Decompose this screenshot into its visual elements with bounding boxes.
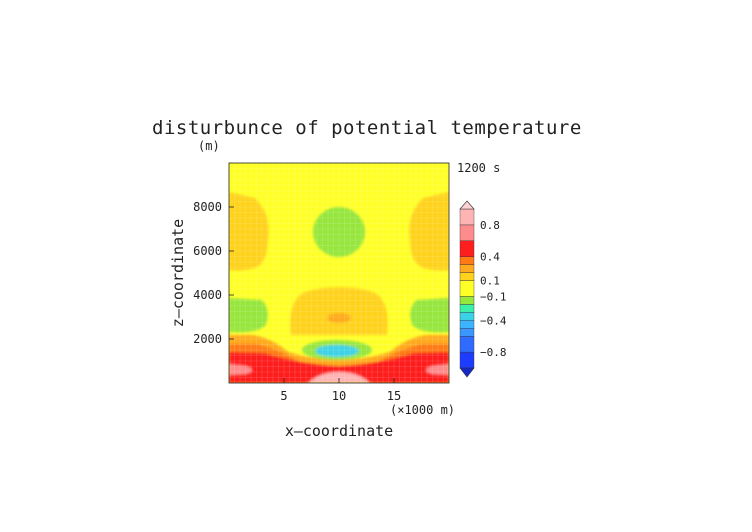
colorbar-segment bbox=[459, 280, 475, 297]
colorbar-segment bbox=[459, 208, 475, 226]
colorbar-segment bbox=[459, 312, 475, 321]
colorbar-label: −0.8 bbox=[480, 346, 507, 359]
y-axis: 2000 4000 6000 8000 bbox=[193, 200, 234, 346]
mid-left-cool-region bbox=[229, 298, 268, 333]
grid-lines bbox=[229, 163, 449, 383]
upper-left-warm-region bbox=[229, 192, 269, 271]
colorbar-segment bbox=[459, 336, 475, 353]
colorbar-segment bbox=[459, 328, 475, 337]
colorbar-label: −0.1 bbox=[480, 290, 507, 303]
colorbar-segment bbox=[459, 272, 475, 281]
colorbar-under-triangle bbox=[459, 367, 475, 378]
colorbar-segment bbox=[459, 351, 475, 369]
mid-center-core bbox=[327, 313, 351, 323]
colorbar-segment bbox=[459, 320, 475, 329]
chart-title: disturbunce of potential temperature bbox=[152, 117, 582, 139]
time-label: 1200 s bbox=[457, 161, 500, 175]
lower-warm-band-3 bbox=[229, 352, 449, 383]
colorbar-over-triangle bbox=[459, 200, 475, 210]
y-tick-label: 6000 bbox=[193, 244, 222, 258]
colorbar-segment bbox=[459, 264, 475, 273]
colorbar-label: 0.8 bbox=[480, 219, 500, 232]
mid-right-cool-region bbox=[410, 298, 449, 333]
y-tick-label: 4000 bbox=[193, 288, 222, 302]
y-axis-label: z—coordinate bbox=[169, 219, 187, 327]
x-tick-label: 15 bbox=[387, 389, 401, 403]
colorbar-segment bbox=[459, 304, 475, 313]
bottom-center-hot-spot bbox=[308, 372, 370, 383]
y-tick-label: 2000 bbox=[193, 332, 222, 346]
mid-center-warm-region bbox=[290, 287, 388, 335]
lower-right-hot-spot bbox=[426, 364, 449, 375]
x-tick-label: 10 bbox=[332, 389, 346, 403]
colorbar-label: 0.4 bbox=[480, 251, 500, 264]
colorbar-label: −0.4 bbox=[480, 314, 507, 327]
colorbar-segment bbox=[459, 224, 475, 241]
lower-left-hot-spot bbox=[229, 364, 252, 375]
colorbar-segment bbox=[459, 256, 475, 265]
colorbar-segment bbox=[459, 296, 475, 305]
x-unit-label: (×1000 m) bbox=[390, 403, 455, 417]
y-tick-label: 8000 bbox=[193, 200, 222, 214]
x-tick-label: 5 bbox=[280, 389, 287, 403]
x-axis: 5 10 15 bbox=[280, 378, 401, 403]
colorbar-segment bbox=[459, 240, 475, 257]
y-unit-label: (m) bbox=[198, 139, 220, 153]
lower-center-cold-core bbox=[315, 345, 359, 357]
contour-field bbox=[229, 163, 449, 383]
upper-right-warm-region bbox=[409, 192, 449, 271]
colorbar-label: 0.1 bbox=[480, 275, 500, 288]
upper-center-cool-region bbox=[313, 207, 365, 257]
x-axis-label: x—coordinate bbox=[285, 422, 393, 440]
colorbar: 0.8 0.4 0.1 −0.1 −0.4 −0.8 bbox=[459, 200, 507, 378]
